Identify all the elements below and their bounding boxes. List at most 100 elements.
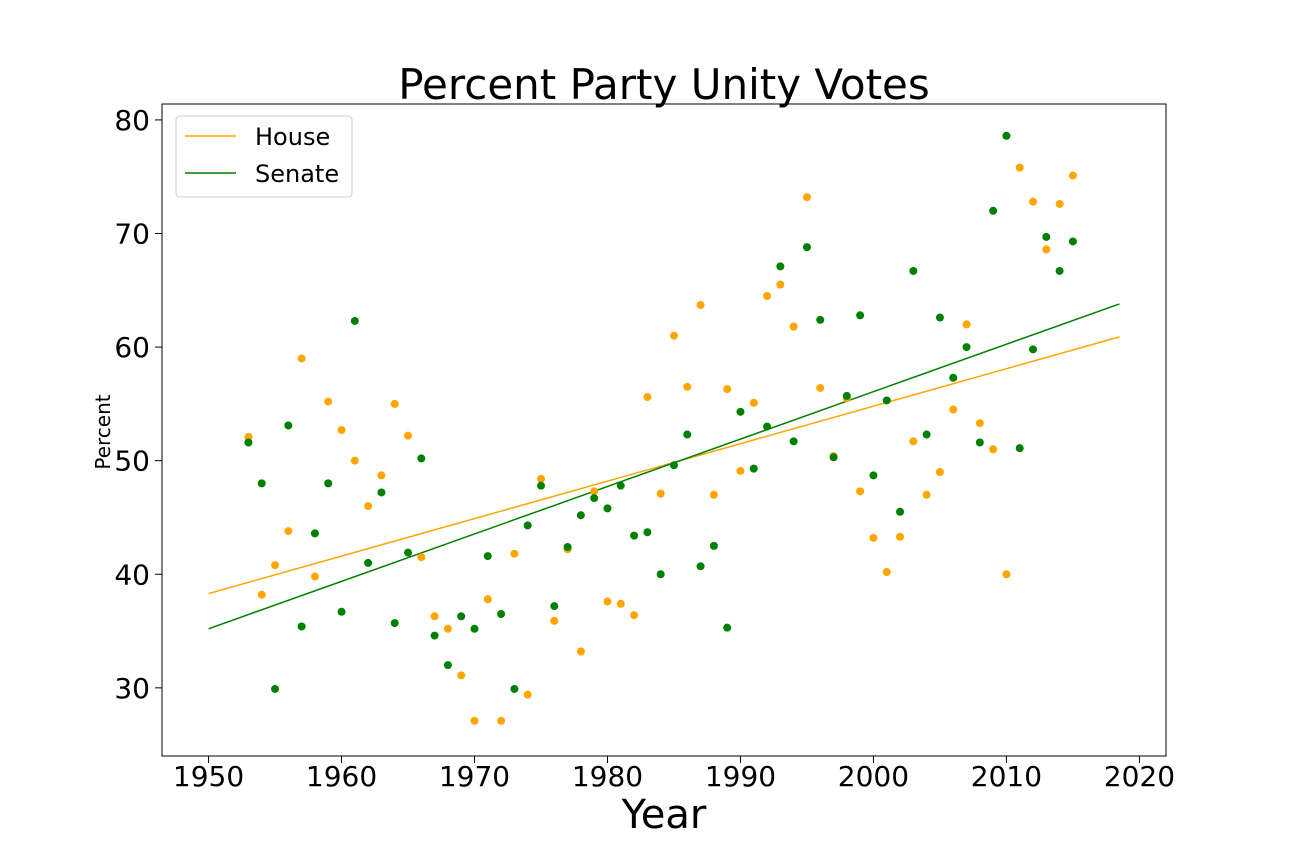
point-house-1974: [523, 690, 532, 699]
point-senate-1965: [404, 548, 413, 557]
point-senate-1957: [297, 622, 306, 631]
point-senate-1976: [550, 602, 559, 611]
point-senate-1963: [377, 488, 386, 497]
x-tick-label-2010: 2010: [971, 760, 1042, 793]
point-house-2004: [922, 490, 931, 499]
point-house-1999: [856, 487, 865, 496]
point-house-1971: [483, 595, 492, 604]
point-house-2001: [882, 567, 891, 576]
point-senate-2005: [935, 313, 944, 322]
point-house-2005: [935, 468, 944, 477]
point-senate-1990: [736, 407, 745, 416]
point-senate-1973: [510, 684, 519, 693]
y-axis-label: Percent: [91, 394, 115, 469]
point-senate-2003: [909, 266, 918, 275]
point-senate-2004: [922, 430, 931, 439]
point-senate-1988: [709, 541, 718, 550]
point-senate-2001: [882, 396, 891, 405]
point-senate-2010: [1002, 131, 1011, 140]
x-tick-label-1950: 1950: [173, 760, 244, 793]
point-senate-1999: [856, 311, 865, 320]
point-house-1963: [377, 471, 386, 480]
point-house-1973: [510, 549, 519, 558]
point-house-1975: [536, 474, 545, 483]
point-house-1986: [683, 382, 692, 391]
point-senate-1998: [842, 391, 851, 400]
point-house-1995: [802, 193, 811, 202]
x-axis-label: Year: [621, 792, 707, 838]
legend: House Senate: [175, 115, 353, 198]
point-senate-2000: [869, 471, 878, 480]
point-senate-1987: [696, 562, 705, 571]
point-senate-1984: [656, 570, 665, 579]
point-senate-1954: [257, 479, 266, 488]
point-senate-1964: [390, 619, 399, 628]
point-senate-1979: [590, 494, 599, 503]
point-senate-1967: [430, 631, 439, 640]
plot-area: [161, 103, 1167, 757]
point-senate-1977: [563, 542, 572, 551]
y-tick-label-40: 40: [114, 558, 150, 591]
point-house-2006: [949, 405, 958, 414]
point-house-2000: [869, 533, 878, 542]
point-senate-2011: [1015, 444, 1024, 453]
point-senate-1958: [310, 529, 319, 538]
point-senate-1995: [802, 243, 811, 252]
point-house-1954: [257, 590, 266, 599]
point-house-2013: [1042, 245, 1051, 254]
point-senate-1955: [271, 684, 280, 693]
point-house-1987: [696, 301, 705, 310]
point-senate-1996: [816, 315, 825, 324]
point-house-1958: [310, 572, 319, 581]
point-senate-1962: [364, 558, 373, 567]
point-senate-1997: [829, 453, 838, 462]
point-house-1985: [669, 331, 678, 340]
point-senate-1994: [789, 437, 798, 446]
point-senate-1960: [337, 607, 346, 616]
y-tick-label-30: 30: [114, 672, 150, 705]
point-house-1955: [271, 561, 280, 570]
point-house-1981: [616, 599, 625, 608]
point-senate-1971: [483, 552, 492, 561]
x-tick-label-1980: 1980: [572, 760, 643, 793]
point-house-1956: [284, 527, 293, 536]
point-house-1976: [550, 616, 559, 625]
point-senate-1989: [723, 623, 732, 632]
point-house-2003: [909, 437, 918, 446]
point-house-2008: [975, 419, 984, 428]
point-house-2010: [1002, 570, 1011, 579]
point-house-1953: [244, 432, 253, 441]
point-house-1964: [390, 399, 399, 408]
point-senate-2014: [1055, 266, 1064, 275]
point-senate-1972: [497, 610, 506, 619]
point-house-2012: [1029, 197, 1038, 206]
point-senate-1978: [576, 511, 585, 520]
legend-label-senate: Senate: [255, 160, 339, 188]
point-house-2015: [1068, 171, 1077, 180]
point-house-1968: [443, 624, 452, 633]
x-tick-label-1960: 1960: [306, 760, 377, 793]
point-senate-1956: [284, 421, 293, 430]
point-house-2009: [989, 445, 998, 454]
point-senate-2008: [975, 438, 984, 447]
trend-line-senate: [208, 303, 1120, 630]
point-senate-1992: [763, 422, 772, 431]
point-senate-1986: [683, 430, 692, 439]
point-house-1978: [576, 647, 585, 656]
point-senate-1982: [630, 531, 639, 540]
point-senate-1969: [457, 612, 466, 621]
y-axis: 30 40 50 60 70 80: [114, 104, 162, 705]
point-senate-2006: [949, 373, 958, 382]
y-tick-label-80: 80: [114, 104, 150, 137]
point-house-1980: [603, 597, 612, 606]
point-house-1979: [590, 487, 599, 496]
point-house-2014: [1055, 199, 1064, 208]
point-senate-2009: [989, 206, 998, 215]
point-house-1992: [763, 291, 772, 300]
point-senate-1985: [669, 461, 678, 470]
point-house-1990: [736, 466, 745, 475]
point-senate-1974: [523, 521, 532, 530]
point-senate-1953: [244, 438, 253, 447]
point-house-1984: [656, 489, 665, 498]
